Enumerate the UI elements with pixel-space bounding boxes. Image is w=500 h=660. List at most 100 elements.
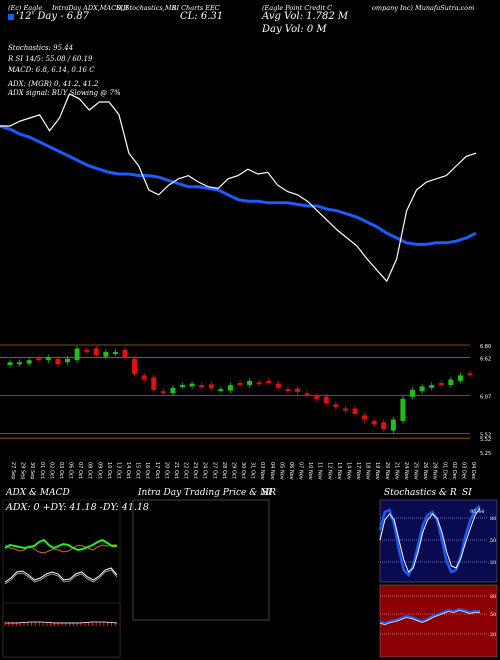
candle-body	[7, 362, 13, 366]
date-tick-label: 21 Nov	[393, 462, 399, 480]
date-tick-label: 17 Nov	[355, 462, 361, 480]
price-axis-label: 6.80	[480, 344, 491, 350]
header-title-1: (Ec) Eagle	[8, 4, 43, 12]
date-tick-label: 28 Nov	[432, 462, 438, 480]
adx-reading: ADX: (MGR) 0, 41.2, 41.2	[8, 80, 99, 88]
rsi-axis-label: 20	[490, 632, 496, 638]
candle-body	[247, 380, 253, 386]
candle-body	[438, 382, 444, 385]
date-tick-label: 10 Oct	[106, 462, 112, 479]
price-axis-label: 5.52	[480, 437, 491, 443]
close-price: CL: 6.31	[180, 11, 224, 22]
adx-signal: ADX signal: BUY Slowing @ 7%	[8, 89, 121, 97]
date-tick-label: 13 Oct	[115, 462, 121, 479]
candle-body	[17, 362, 23, 365]
candle-body	[285, 389, 291, 392]
candle-body	[170, 387, 176, 394]
day-volume: Day Vol: 0 M	[262, 24, 327, 35]
stoch-value-label: 95.44	[470, 509, 484, 515]
stoch-axis-label: 20	[490, 560, 496, 566]
candle-body	[256, 382, 262, 385]
date-tick-label: 03 Nov	[259, 462, 265, 480]
date-tick-label: 20 Oct	[163, 462, 169, 479]
candle-body	[419, 386, 425, 392]
candle-body	[314, 396, 320, 399]
minus-di-line	[4, 544, 117, 554]
header-title-6: ompany Inc) MunafaSutra.com	[372, 4, 475, 12]
date-tick-label: 26 Nov	[422, 462, 428, 480]
intraday-panel-si: SI	[262, 488, 272, 498]
candle-body	[199, 385, 205, 388]
candle-body	[65, 358, 70, 363]
date-tick-label: 19 Nov	[374, 462, 380, 480]
candle-body	[342, 408, 348, 411]
macd-panel	[2, 602, 121, 658]
candle-body	[189, 383, 195, 387]
macd-zero-line	[5, 621, 118, 624]
date-tick-label: 23 Oct	[192, 462, 198, 479]
date-tick-label: 11 Nov	[317, 462, 323, 480]
date-tick-label: 29 Sep	[20, 462, 26, 479]
date-tick-label: 04 Dec	[470, 462, 476, 480]
candle-body	[390, 419, 396, 431]
legend-square-icon	[8, 14, 14, 20]
date-tick-label: 25 Nov	[413, 462, 419, 480]
candle-body	[400, 398, 406, 421]
date-tick-label: 14 Nov	[345, 462, 351, 480]
candle-body	[295, 388, 300, 392]
header-title-5: (Eagle Point Credit C	[262, 4, 333, 12]
date-tick-label: 04 Nov	[269, 462, 275, 480]
candle-body	[275, 383, 281, 388]
candle-body	[448, 379, 454, 386]
price-line	[0, 93, 477, 283]
intraday-panel	[132, 499, 270, 621]
date-tick-label: 18 Nov	[365, 462, 371, 480]
rsi-axis-label: 80	[490, 594, 496, 600]
intraday-panel-title: Intra Day Trading Price & MR	[138, 488, 277, 498]
stochastics-reading: Stochastics: 95.44	[8, 44, 74, 52]
candle-body	[26, 360, 32, 364]
candle-body	[93, 348, 99, 356]
price-axis-label: 6.62	[480, 356, 491, 362]
date-tick-label: 21 Oct	[173, 462, 179, 479]
day-price: '12' Day - 6.87	[16, 11, 90, 22]
candle-body	[122, 349, 128, 358]
candle-body	[151, 377, 157, 390]
stoch-axis-label: 80	[490, 516, 496, 522]
date-tick-label: 08 Oct	[87, 462, 93, 479]
candle-body	[74, 348, 80, 361]
candle-body	[160, 391, 166, 394]
date-tick-label: 15 Oct	[135, 462, 141, 479]
candle-body	[371, 420, 377, 425]
candle-body	[141, 375, 147, 380]
candle-body	[410, 389, 415, 397]
date-tick-label: 30 Oct	[240, 462, 246, 479]
date-tick-label: 30 Sep	[29, 462, 35, 479]
candle-body	[112, 351, 118, 354]
price-axis-label: 5.25	[480, 451, 491, 457]
date-tick-label: 28 Oct	[221, 462, 227, 479]
date-tick-label: 29 Oct	[230, 462, 236, 479]
stoch-k-line	[378, 505, 481, 578]
macd-line	[4, 567, 118, 583]
date-tick-label: 13 Nov	[336, 462, 342, 480]
candle-body	[457, 375, 463, 381]
price-axis-label: 6.07	[480, 394, 491, 400]
date-tick-label: 01 Oct	[39, 462, 45, 479]
rsi-reading: R SI 14/5: 55.08 / 60.19	[8, 55, 93, 63]
candle-body	[218, 389, 224, 392]
date-tick-label: 09 Oct	[96, 462, 102, 479]
header-title-3: SI,Stochastics,MR	[116, 4, 177, 12]
date-tick-label: 01 Dec	[441, 462, 447, 480]
adx-panel-title: ADX & MACD	[6, 488, 70, 498]
avg-volume: Avg Vol: 1.782 M	[262, 11, 349, 22]
date-tick-label: 12 Nov	[326, 462, 332, 480]
date-tick-label: 03 Dec	[460, 462, 466, 480]
candle-body	[333, 404, 339, 408]
date-tick-label: 06 Oct	[68, 462, 74, 479]
candle-body	[429, 385, 435, 388]
date-tick-label: 10 Nov	[307, 462, 313, 480]
date-tick-label: 05 Nov	[278, 462, 284, 480]
adx-panel-values: ADX: 0 +DY: 41.18 -DY: 41.18	[6, 502, 149, 513]
stoch-panel-title: Stochastics & R	[384, 488, 457, 498]
